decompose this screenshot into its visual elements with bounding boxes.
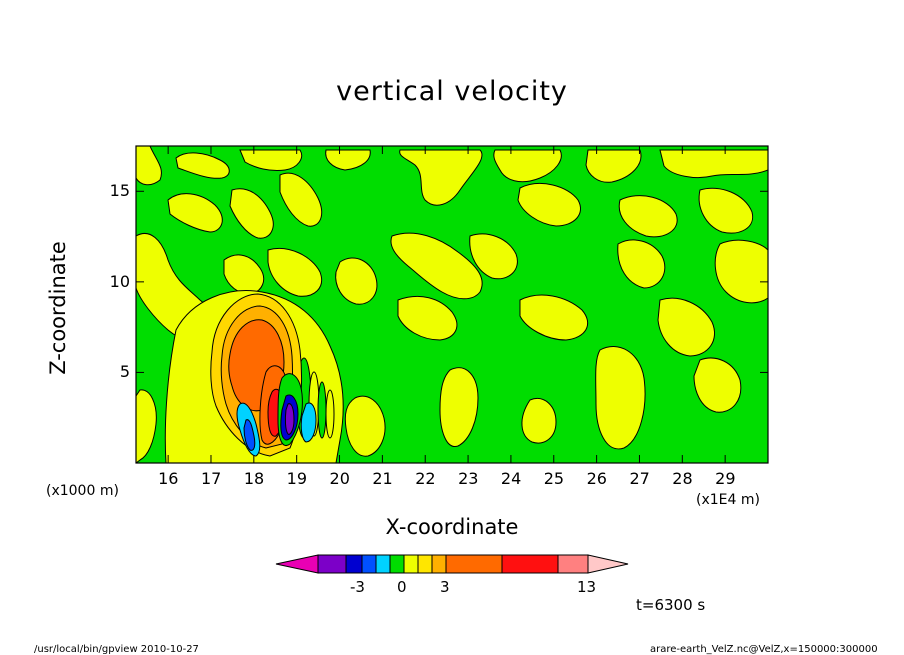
- x-tick-label: 28: [672, 469, 693, 488]
- colorbar-segment: [557, 554, 589, 574]
- x-tick-label: 26: [586, 469, 607, 488]
- colorbar-segment: [275, 554, 319, 574]
- time-label: t=6300 s: [636, 596, 706, 614]
- x-tick-label: 29: [715, 469, 736, 488]
- colorbar: [275, 554, 629, 574]
- colorbar-segment: [445, 554, 503, 574]
- x-axis-label: X-coordinate: [385, 515, 519, 539]
- colorbar-segment: [389, 554, 405, 574]
- colorbar-segment: [317, 554, 347, 574]
- footer-right: arare-earth_VelZ.nc@VelZ,x=150000:300000: [650, 644, 878, 655]
- x-tick-label: 25: [543, 469, 565, 488]
- colorbar-segment: [403, 554, 419, 574]
- x-tick-label: 17: [200, 469, 222, 488]
- plot-field: [136, 146, 768, 463]
- colorbar-segment: [361, 554, 377, 574]
- x-axis-ticks: [167, 146, 726, 463]
- x-tick-label: 20: [329, 469, 350, 488]
- chart-title: vertical velocity: [336, 76, 568, 107]
- y-tick-label: 5: [119, 362, 130, 382]
- x-multiplier-label: (x1E4 m): [696, 492, 760, 508]
- x-tick-label: 24: [500, 469, 522, 488]
- colorbar-segment: [417, 554, 433, 574]
- y-multiplier-label: (x1000 m): [46, 483, 119, 499]
- x-tick-label: 19: [286, 469, 308, 488]
- y-tick-label: 10: [109, 271, 130, 291]
- plot-frame: [135, 145, 769, 464]
- colorbar-tick-label: 13: [577, 578, 597, 596]
- x-tick-label: 16: [158, 469, 179, 488]
- x-tick-label: 18: [243, 469, 265, 488]
- x-tick-label: 27: [629, 469, 650, 488]
- y-axis-label: Z-coordinate: [46, 241, 70, 375]
- colorbar-segment: [375, 554, 391, 574]
- x-tick-label: 23: [458, 469, 479, 488]
- footer-left: /usr/local/bin/gpview 2010-10-27: [34, 644, 199, 655]
- colorbar-segment: [501, 554, 559, 574]
- x-tick-label: 22: [415, 469, 436, 488]
- y-axis-ticks: [136, 190, 768, 373]
- colorbar-tick-label: 0: [397, 578, 407, 596]
- colorbar-segment: [587, 554, 629, 574]
- colorbar-segment: [431, 554, 447, 574]
- colorbar-segment: [345, 554, 363, 574]
- y-tick-label: 15: [109, 181, 130, 201]
- x-tick-label: 21: [372, 469, 393, 488]
- colorbar-tick-label: -3: [350, 578, 365, 596]
- colorbar-tick-label: 3: [440, 578, 450, 596]
- updraft-core: [210, 293, 317, 457]
